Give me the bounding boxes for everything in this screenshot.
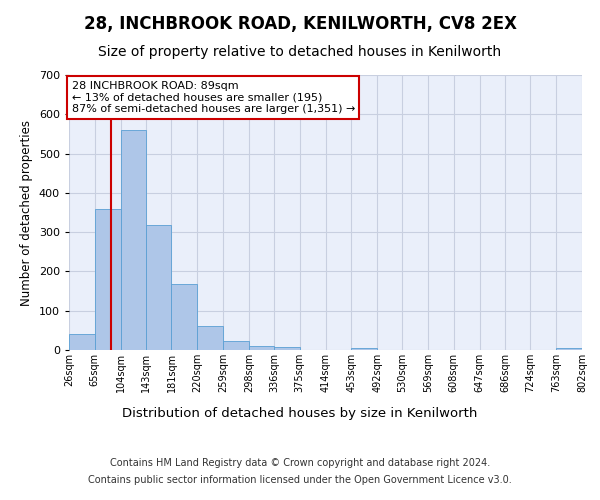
Text: Size of property relative to detached houses in Kenilworth: Size of property relative to detached ho… [98,45,502,59]
Bar [197,326,223,350]
Text: Contains public sector information licensed under the Open Government Licence v3: Contains public sector information licen… [88,475,512,485]
Bar [274,347,300,350]
Bar [95,210,121,350]
Bar [351,348,377,350]
Bar [146,226,172,350]
Bar [69,334,95,350]
Text: 28 INCHBROOK ROAD: 89sqm
← 13% of detached houses are smaller (195)
87% of semi-: 28 INCHBROOK ROAD: 89sqm ← 13% of detach… [71,81,355,114]
Text: 28, INCHBROOK ROAD, KENILWORTH, CV8 2EX: 28, INCHBROOK ROAD, KENILWORTH, CV8 2EX [83,15,517,33]
Y-axis label: Number of detached properties: Number of detached properties [20,120,33,306]
Bar [249,346,274,350]
Bar [121,130,146,350]
Text: Contains HM Land Registry data © Crown copyright and database right 2024.: Contains HM Land Registry data © Crown c… [110,458,490,468]
Text: Distribution of detached houses by size in Kenilworth: Distribution of detached houses by size … [122,408,478,420]
Bar [556,348,582,350]
Bar [223,341,249,350]
Bar [172,284,197,350]
